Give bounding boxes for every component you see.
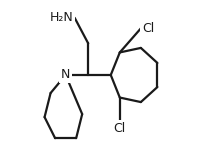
- Text: Cl: Cl: [114, 122, 126, 135]
- Text: H₂N: H₂N: [50, 11, 73, 24]
- Text: Cl: Cl: [142, 22, 155, 35]
- Text: N: N: [61, 68, 70, 81]
